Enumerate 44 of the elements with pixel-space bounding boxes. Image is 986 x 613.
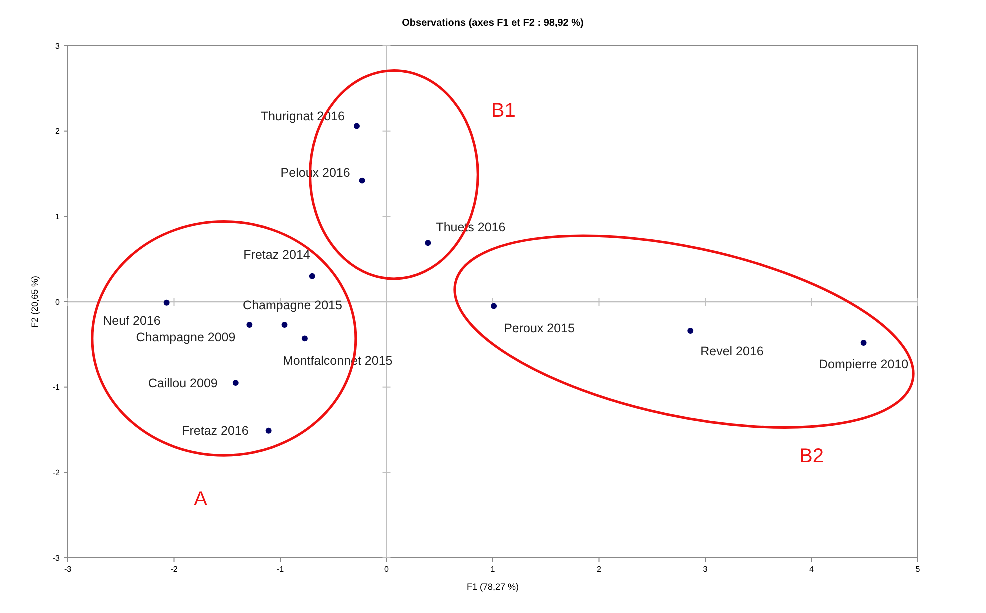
x-tick-label: -1 [276, 565, 285, 574]
y-tick-label: 0 [56, 298, 61, 307]
point [688, 328, 694, 334]
point [860, 340, 867, 346]
point [354, 123, 360, 130]
data-label: Revel 2016 [700, 344, 764, 358]
point [164, 300, 170, 306]
data-label: Champagne 2009 [136, 330, 236, 344]
x-tick-label: 3 [703, 565, 708, 574]
point [246, 322, 253, 328]
point [282, 322, 288, 328]
x-tick-label: 5 [916, 565, 921, 574]
y-tick-label: -2 [52, 468, 61, 478]
y-tick-label: 1 [56, 212, 61, 222]
data-label: Peroux 2015 [504, 322, 575, 336]
chart-title: Observations (axes F1 et F2 : 98,92 %) [402, 18, 584, 29]
y-tick-label: 2 [56, 127, 61, 136]
x-tick-label: 0 [384, 565, 390, 574]
data-label: Dompierre 2010 [818, 357, 909, 372]
data-label: Caillou 2009 [148, 376, 218, 390]
data-label: Fretaz 2016 [182, 424, 249, 438]
annotation: A [194, 488, 208, 510]
point [266, 428, 272, 434]
x-tick-label: 4 [810, 565, 815, 574]
annotation: B1 [491, 100, 516, 122]
point [302, 336, 308, 342]
point [359, 178, 366, 184]
point [491, 303, 498, 310]
annotation: B2 [800, 446, 824, 468]
y-axis-title: F2 (20,65 %) [30, 276, 40, 328]
data-label: Fretaz 2014 [244, 248, 310, 262]
x-tick-label: -3 [64, 565, 72, 574]
x-axis-title: F1 (78,27 %) [466, 582, 520, 592]
x-tick-label: 2 [597, 565, 602, 574]
point [309, 273, 316, 280]
x-tick-label: -2 [170, 565, 178, 574]
data-label: Champagne 2015 [243, 298, 342, 312]
point [232, 380, 239, 386]
data-label: Neuf 2016 [103, 314, 161, 328]
x-tick-label: 1 [490, 565, 496, 574]
y-tick-label: -3 [52, 554, 61, 563]
y-tick-label: 3 [56, 42, 61, 51]
y-tick-label: -1 [52, 383, 61, 392]
point [425, 240, 432, 246]
